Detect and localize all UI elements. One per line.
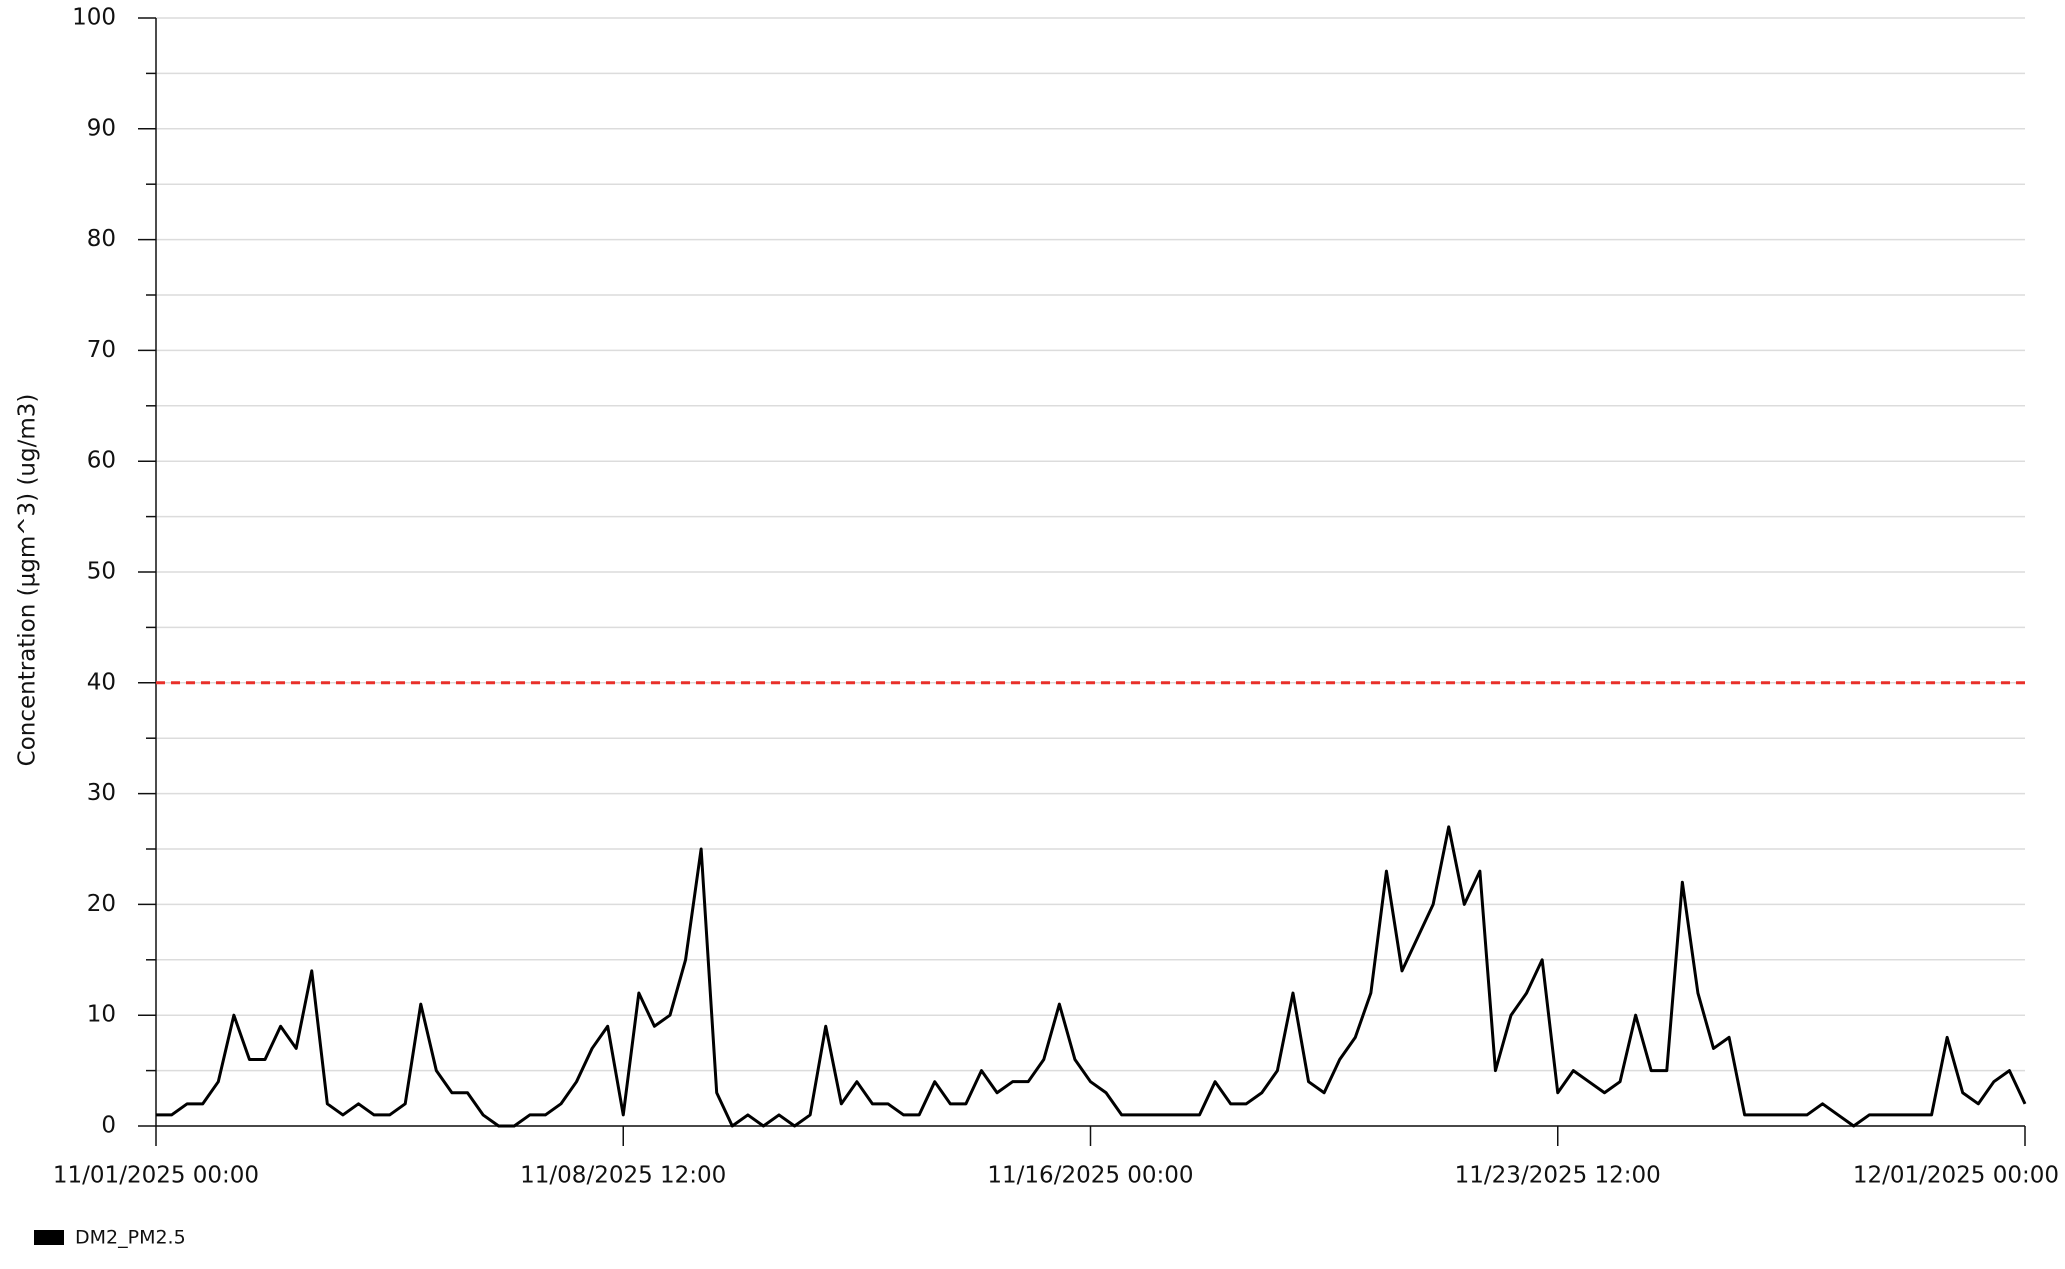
y-tick-label: 70 <box>87 337 116 363</box>
y-tick-label: 20 <box>87 891 116 917</box>
x-tick-label: 11/23/2025 12:00 <box>1455 1163 1661 1189</box>
y-tick-label: 80 <box>87 226 116 252</box>
data-line <box>156 825 2027 1128</box>
y-tick-label: 50 <box>87 559 116 585</box>
y-tick-label: 60 <box>87 448 116 474</box>
x-tick-label: 11/01/2025 00:00 <box>53 1163 259 1189</box>
y-tick-label: 100 <box>72 5 116 31</box>
x-tick-label: 11/16/2025 00:00 <box>987 1163 1193 1189</box>
x-tick-label: 12/01/2025 00:00 <box>1853 1163 2059 1189</box>
y-tick-label: 0 <box>101 1113 116 1139</box>
y-tick-label: 90 <box>87 115 116 141</box>
x-tick-label: 11/08/2025 12:00 <box>520 1163 726 1189</box>
legend-swatch <box>34 1230 64 1245</box>
y-axis-label: Concentration (µgm^3) (ug/m3) <box>15 394 41 767</box>
y-tick-label: 30 <box>87 780 116 806</box>
y-tick-label: 10 <box>87 1002 116 1028</box>
y-tick-label: 40 <box>87 669 116 695</box>
legend-label: DM2_PM2.5 <box>75 1227 186 1249</box>
